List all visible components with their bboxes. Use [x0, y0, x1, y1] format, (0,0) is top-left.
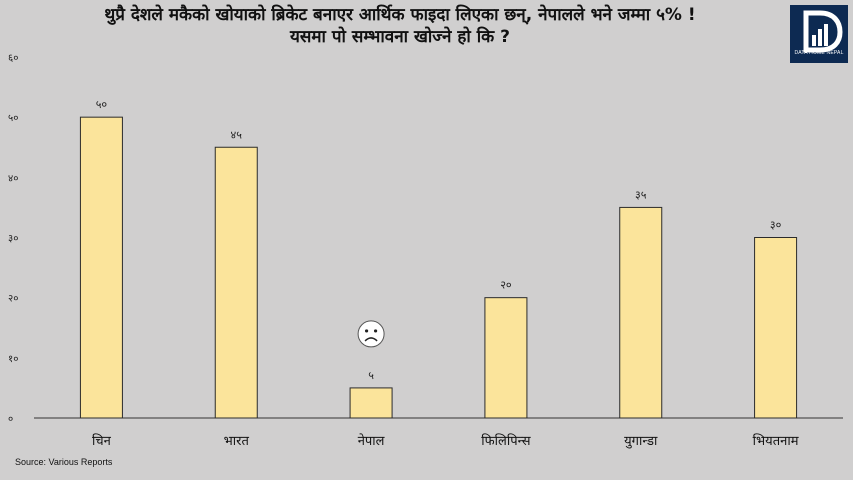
logo-text: DATA HOME NEPAL [794, 50, 844, 56]
source-note: Source: Various Reports [15, 457, 113, 467]
y-tick-label: २० [8, 294, 18, 305]
x-tick-label: भियतनाम [753, 433, 799, 449]
sad-face-icon [357, 320, 385, 348]
x-tick-label: चिन [92, 433, 112, 449]
x-tick-label: युगान्डा [624, 434, 658, 449]
data-label: ५ [368, 369, 374, 382]
data-label: ३५ [635, 188, 647, 201]
chart-title-line-1: थुप्रै देशले मकैको खोयाको ब्रिकेट बनाएर … [104, 5, 696, 25]
x-tick-label: भारत [224, 434, 250, 449]
x-tick-label: नेपाल [358, 433, 385, 449]
y-tick-label: ६० [8, 53, 18, 64]
data-label: ५० [96, 98, 108, 111]
logo-mark-icon [803, 10, 843, 53]
data-label: २० [500, 279, 512, 292]
bar [79, 116, 123, 419]
data-home-nepal-logo: DATA HOME NEPAL [790, 5, 848, 63]
x-tick-label: फिलिपिन्स [481, 433, 531, 449]
y-tick-label: ५० [8, 113, 18, 124]
y-tick-label: ४० [8, 173, 18, 184]
bar [214, 146, 258, 419]
sad-face-left-eye [364, 329, 369, 333]
sad-face-right-eye [373, 329, 378, 333]
y-tick-label: १० [8, 354, 18, 365]
bar [349, 387, 393, 419]
data-label: ४५ [231, 128, 243, 141]
y-tick-label: ३० [8, 234, 18, 245]
bar [619, 206, 663, 419]
y-tick-label: ० [8, 414, 13, 425]
data-label: ३० [770, 219, 782, 232]
chart-title-line-2: यसमा पो सम्भावना खोज्ने हो कि ? [290, 27, 510, 47]
bar [754, 237, 798, 419]
chart-title: थुप्रै देशले मकैको खोयाको ब्रिकेट बनाएर … [0, 4, 800, 48]
bar [484, 297, 528, 419]
sad-face-mouth [364, 337, 378, 342]
